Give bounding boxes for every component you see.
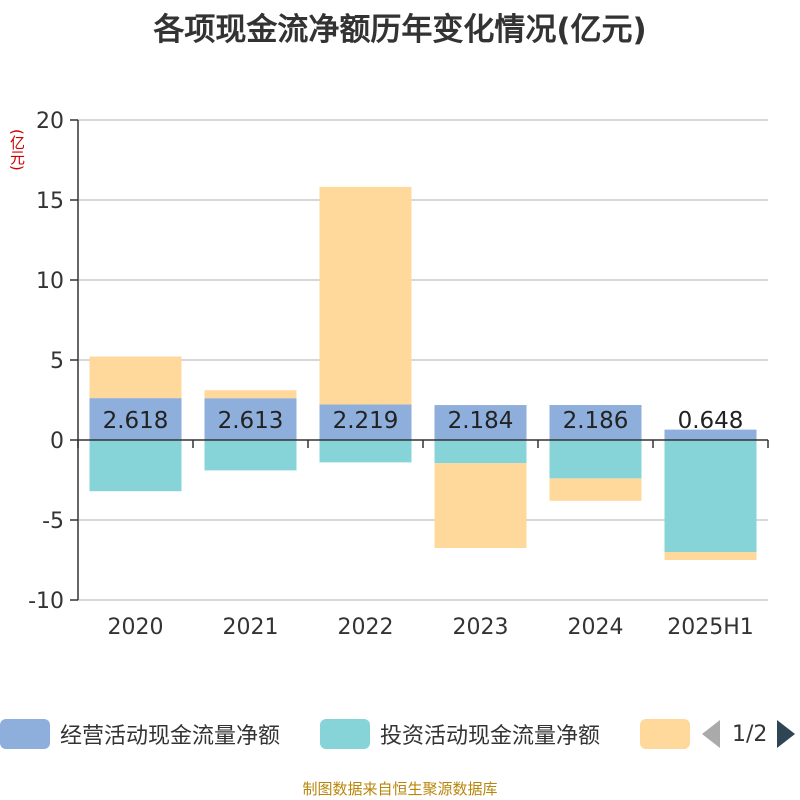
y-tick-label: 0 — [50, 429, 64, 454]
bar-series2-2023[interactable] — [434, 463, 527, 548]
legend-swatch-investing — [320, 719, 370, 749]
legend-label-operating: 经营活动现金流量净额 — [60, 724, 281, 749]
bar-series0-2024[interactable] — [549, 405, 642, 440]
data-label: 2.618 — [103, 408, 169, 434]
labels: 2.618 2.613 2.219 2.184 2.186 0.648 — [103, 408, 744, 434]
data-label: 2.184 — [448, 408, 514, 434]
bar-series0-2023[interactable] — [434, 405, 527, 440]
data-label: 0.648 — [678, 408, 744, 434]
y-axis-unit-label: (亿元) — [8, 129, 26, 171]
y-tick-label: -10 — [28, 589, 64, 614]
grid-lines — [78, 119, 768, 601]
x-tick-label: 2024 — [568, 615, 624, 640]
bar-series1-2025H1[interactable] — [664, 440, 757, 552]
chart-title: 各项现金流净额历年变化情况(亿元) — [153, 12, 647, 48]
legend-swatch-operating — [0, 719, 50, 749]
x-tick-label: 2023 — [453, 615, 509, 640]
legend-item-investing[interactable]: 投资活动现金流量净额 — [320, 714, 600, 754]
legend: 经营活动现金流量净额 投资活动现金流量净额 1/2 — [0, 714, 800, 754]
bar-series2-2022[interactable] — [319, 186, 412, 405]
legend-prev-page-icon[interactable] — [702, 720, 720, 748]
bar-series2-2025H1[interactable] — [664, 552, 757, 560]
y-tick-label: -5 — [42, 509, 64, 534]
data-label: 2.613 — [218, 408, 284, 434]
bar-series1-2020[interactable] — [89, 440, 182, 492]
bar-series1-2022[interactable] — [319, 440, 412, 463]
legend-label-investing: 投资活动现金流量净额 — [380, 724, 601, 749]
bars — [89, 186, 757, 560]
legend-pager: 1/2 — [700, 714, 800, 754]
axes: 20 15 10 5 0 -5 -10 2020 2021 2022 2023 2024 2025H1 — [28, 109, 769, 640]
x-tick-label: 2022 — [338, 615, 394, 640]
y-tick-label: 5 — [50, 349, 64, 374]
legend-item-operating[interactable]: 经营活动现金流量净额 — [0, 714, 280, 754]
data-label: 2.219 — [333, 408, 399, 434]
bar-series2-2024[interactable] — [549, 478, 642, 501]
bar-series0-2021[interactable] — [204, 398, 297, 440]
y-tick-label: 10 — [36, 269, 64, 294]
bar-series0-2020[interactable] — [89, 398, 182, 440]
bar-series1-2024[interactable] — [549, 440, 642, 479]
data-label: 2.186 — [563, 408, 629, 434]
legend-page-indicator: 1/2 — [732, 721, 768, 747]
bar-series0-2022[interactable] — [319, 404, 412, 440]
y-tick-label: 15 — [36, 189, 64, 214]
y-tick-label: 20 — [36, 109, 64, 134]
x-tick-label: 2021 — [223, 615, 279, 640]
legend-next-page-icon[interactable] — [777, 720, 796, 748]
data-source-note: 制图数据来自恒生聚源数据库 — [302, 780, 498, 798]
bar-series1-2023[interactable] — [434, 440, 527, 464]
legend-swatch-financing — [640, 719, 690, 749]
bar-series2-2021[interactable] — [204, 390, 297, 399]
bar-series1-2021[interactable] — [204, 440, 297, 471]
bar-series2-2020[interactable] — [89, 356, 182, 399]
legend-item-financing[interactable] — [640, 714, 700, 754]
x-tick-label: 2025H1 — [667, 615, 754, 640]
bar-series0-2025H1[interactable] — [664, 429, 757, 440]
x-tick-label: 2020 — [108, 615, 164, 640]
